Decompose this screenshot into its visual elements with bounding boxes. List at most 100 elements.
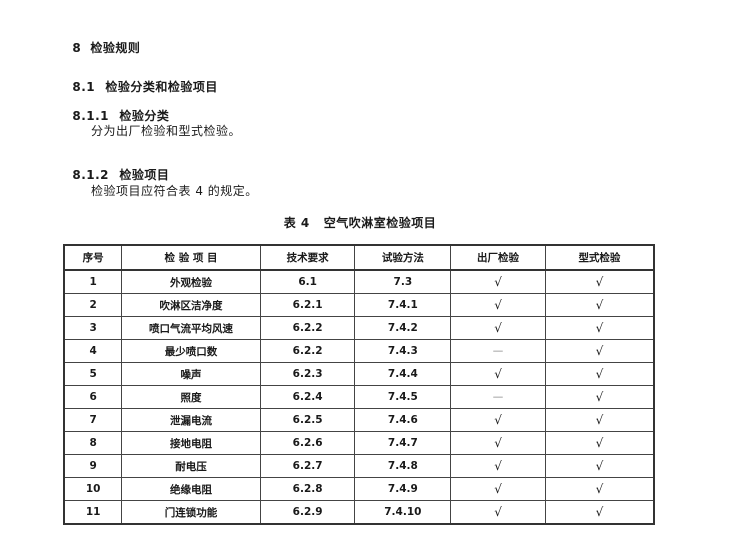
- section-number: 8.1.2: [72, 168, 110, 182]
- cell-col-seq: 3: [63, 316, 123, 340]
- table-row: 1 外观检验 6.1 7.3 √ √: [63, 269, 655, 294]
- cell-col-item: 噪声: [121, 362, 261, 386]
- cell-col-factory-test: √: [450, 477, 546, 501]
- section-number: 8: [72, 41, 82, 55]
- cell-col-seq: 10: [63, 477, 123, 501]
- table-row: 6 照度 6.2.4 7.4.5— √: [63, 385, 655, 409]
- cell-col-requirement: 6.2.2: [259, 316, 356, 340]
- cell-col-item: 绝缘电阻: [121, 477, 261, 501]
- table-row: 10 绝缘电阻 6.2.8 7.4.9 √ √: [63, 477, 655, 501]
- cell-col-type-test: √: [544, 362, 655, 386]
- cell-col-seq: 8: [63, 431, 123, 455]
- cell-col-factory-test: √: [450, 431, 546, 455]
- cell-col-type-test: √: [544, 316, 655, 340]
- cell-col-factory-test: —: [450, 339, 546, 363]
- cell-col-type-test: √: [544, 385, 655, 409]
- cell-col-item: 喷口气流平均风速: [121, 316, 261, 340]
- cell-col-seq: 2: [63, 293, 123, 317]
- cell-col-type-test: √: [544, 408, 655, 432]
- cell-col-method: 7.4.5: [354, 385, 452, 409]
- cell-col-type-test: √: [544, 431, 655, 455]
- table-row: 4 最少喷口数 6.2.2 7.4.3— √: [63, 339, 655, 363]
- header-col-type-test: 型式检验: [544, 244, 655, 271]
- cell-col-item: 外观检验: [121, 269, 261, 294]
- cell-col-type-test: √: [544, 454, 655, 478]
- table-row: 5 噪声 6.2.3 7.4.4 √ √: [63, 362, 655, 386]
- cell-col-requirement: 6.2.4: [259, 385, 356, 409]
- section-number: 8.1: [72, 80, 96, 94]
- cell-col-method: 7.4.3: [354, 339, 452, 363]
- section-title: 检验分类: [119, 109, 170, 123]
- cell-col-seq: 11: [63, 500, 123, 525]
- table-header-row: 序号检 验 项 目技术要求 试验方法 出厂检验 型式检验: [63, 244, 655, 271]
- cell-col-requirement: 6.2.9: [259, 500, 356, 525]
- cell-col-method: 7.4.2: [354, 316, 452, 340]
- cell-col-seq: 9: [63, 454, 123, 478]
- cell-col-requirement: 6.2.8: [259, 477, 356, 501]
- cell-col-item: 吹淋区洁净度: [121, 293, 261, 317]
- header-col-requirement: 技术要求: [259, 244, 356, 271]
- table-row: 9 耐电压 6.2.7 7.4.8 √ √: [63, 454, 655, 478]
- section-title: 检验项目: [119, 168, 170, 182]
- header-col-seq: 序号: [63, 244, 123, 271]
- cell-col-seq: 1: [63, 269, 123, 294]
- table-row: 7 泄漏电流 6.2.5 7.4.6 √ √: [63, 408, 655, 432]
- cell-col-requirement: 6.2.5: [259, 408, 356, 432]
- paragraph-items: 检验项目应符合表 4 的规定。: [91, 184, 258, 198]
- cell-col-method: 7.4.9: [354, 477, 452, 501]
- cell-col-item: 最少喷口数: [121, 339, 261, 363]
- table-row: 3 喷口气流平均风速 6.2.2 7.4.2 √ √: [63, 316, 655, 340]
- cell-col-type-test: √: [544, 339, 655, 363]
- section-title: 检验分类和检验项目: [105, 80, 218, 94]
- cell-col-seq: 7: [63, 408, 123, 432]
- cell-col-method: 7.4.8: [354, 454, 452, 478]
- cell-col-factory-test: —: [450, 385, 546, 409]
- cell-col-item: 耐电压: [121, 454, 261, 478]
- cell-col-requirement: 6.2.3: [259, 362, 356, 386]
- cell-col-factory-test: √: [450, 316, 546, 340]
- cell-col-type-test: √: [544, 269, 655, 294]
- cell-col-requirement: 6.2.1: [259, 293, 356, 317]
- cell-col-requirement: 6.2.2: [259, 339, 356, 363]
- cell-col-item: 照度: [121, 385, 261, 409]
- cell-col-requirement: 6.1: [259, 269, 356, 294]
- cell-col-requirement: 6.2.7: [259, 454, 356, 478]
- cell-col-factory-test: √: [450, 500, 546, 525]
- cell-col-item: 门连锁功能: [121, 500, 261, 525]
- cell-col-item: 泄漏电流: [121, 408, 261, 432]
- cell-col-item: 接地电阻: [121, 431, 261, 455]
- cell-col-type-test: √: [544, 500, 655, 525]
- cell-col-factory-test: √: [450, 454, 546, 478]
- cell-col-method: 7.4.1: [354, 293, 452, 317]
- cell-col-type-test: √: [544, 293, 655, 317]
- header-col-item: 检 验 项 目: [121, 244, 261, 271]
- cell-col-seq: 4: [63, 339, 123, 363]
- cell-col-requirement: 6.2.6: [259, 431, 356, 455]
- cell-col-factory-test: √: [450, 269, 546, 294]
- cell-col-method: 7.3: [354, 269, 452, 294]
- header-col-factory-test: 出厂检验: [450, 244, 546, 271]
- section-number: 8.1.1: [72, 109, 110, 123]
- cell-col-seq: 5: [63, 362, 123, 386]
- inspection-items-table: 序号检 验 项 目技术要求 试验方法 出厂检验 型式检验 1 外观检验 6.1 7.3 √ √ 2…: [63, 244, 655, 525]
- heading-8: 8 检验规则: [63, 25, 140, 56]
- paragraph-classification: 分为出厂检验和型式检验。: [91, 124, 242, 138]
- heading-8-1-1: 8.1.1 检验分类: [63, 93, 169, 124]
- heading-8-1-2: 8.1.2 检验项目: [63, 152, 169, 183]
- table-row: 2 吹淋区洁净度 6.2.1 7.4.1 √ √: [63, 293, 655, 317]
- cell-col-factory-test: √: [450, 408, 546, 432]
- cell-col-type-test: √: [544, 477, 655, 501]
- cell-col-method: 7.4.4: [354, 362, 452, 386]
- cell-col-seq: 6: [63, 385, 123, 409]
- table-row: 11 门连锁功能 6.2.9 7.4.10 √ √: [63, 500, 655, 525]
- cell-col-method: 7.4.10: [354, 500, 452, 525]
- header-col-method: 试验方法: [354, 244, 452, 271]
- cell-col-factory-test: √: [450, 293, 546, 317]
- section-title: 检验规则: [90, 41, 141, 55]
- table-caption: 表 4 空气吹淋室检验项目: [283, 216, 437, 230]
- cell-col-factory-test: √: [450, 362, 546, 386]
- heading-8-1: 8.1 检验分类和检验项目: [63, 64, 218, 95]
- table-row: 8 接地电阻 6.2.6 7.4.7 √ √: [63, 431, 655, 455]
- cell-col-method: 7.4.7: [354, 431, 452, 455]
- cell-col-method: 7.4.6: [354, 408, 452, 432]
